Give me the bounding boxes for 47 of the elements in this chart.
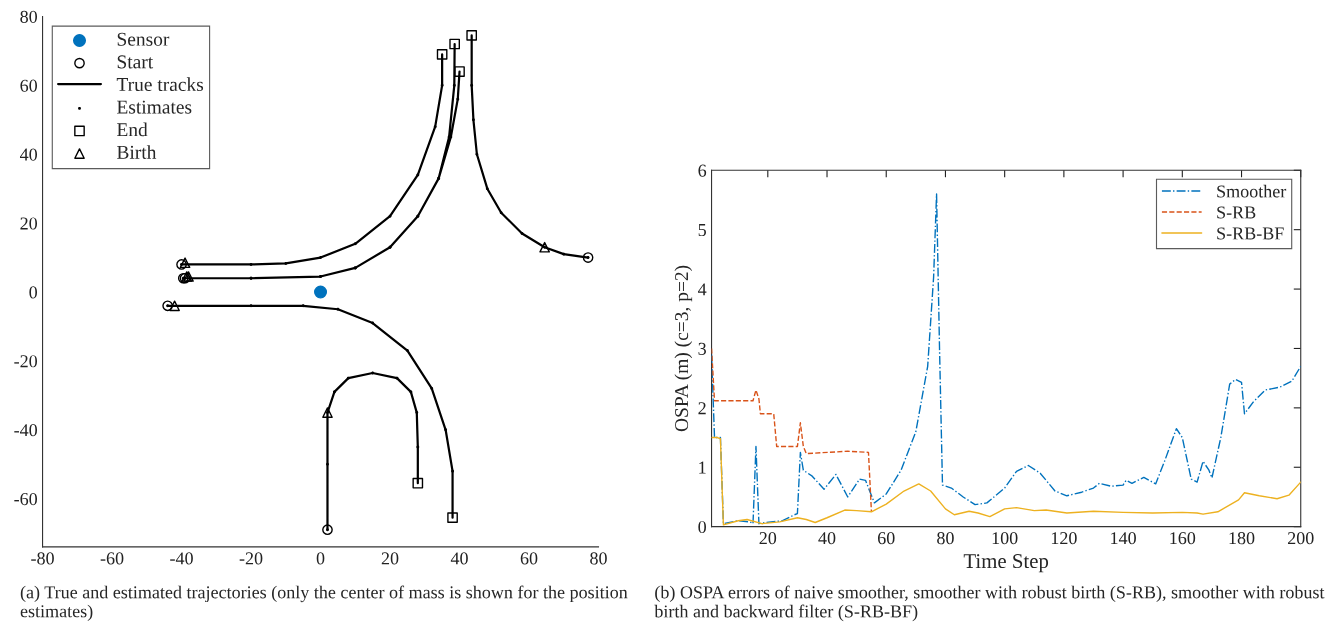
y-tick-label: 60 <box>20 79 38 92</box>
legend-label: Start <box>117 55 154 69</box>
y-tick-label: 40 <box>20 148 38 161</box>
text: (b) OSPA errors of naive smoother, smoother with robust birth (S-RB), smoother with robust birth and backward filter (S-RB-BF) <box>654 585 1325 622</box>
y-tick-label: -20 <box>14 355 38 368</box>
y-tick-label: 3 <box>698 342 706 355</box>
x-tick-label: 160 <box>1170 532 1196 545</box>
x-tick-label: 20 <box>381 552 399 565</box>
y-tick-label: -60 <box>14 492 38 506</box>
y-axis-title: OSPA (m) (c=3, p=2) <box>674 265 693 432</box>
x-tick-label: 140 <box>1111 532 1136 545</box>
x-tick-label: 40 <box>818 532 836 545</box>
x-tick-label: 20 <box>759 532 777 545</box>
legend-label: Sensor <box>117 32 170 46</box>
legend-label: Estimates <box>117 100 192 114</box>
y-tick-label: 20 <box>20 217 38 230</box>
y-tick-label: -40 <box>14 424 38 437</box>
y-tick-label: 4 <box>698 283 707 296</box>
legend-label: S-RB-BF <box>1217 227 1284 240</box>
x-tick-label: 60 <box>877 532 895 545</box>
legend-label: S-RB <box>1217 206 1256 219</box>
y-tick-label: 5 <box>698 224 706 237</box>
x-tick-label: 60 <box>520 552 538 565</box>
y-tick-label: 2 <box>698 402 706 415</box>
x-tick-label: -60 <box>100 552 124 565</box>
y-tick-label: 6 <box>698 164 707 177</box>
y-tick-label: 1 <box>699 461 706 474</box>
text: (a) True and estimated trajectories (only the center of mass is shown for the position estimates) <box>20 585 628 622</box>
x-tick-label: 0 <box>316 552 325 565</box>
legend-label: End <box>117 122 148 137</box>
x-tick-label: 180 <box>1229 532 1255 545</box>
x-tick-label: 100 <box>992 532 1018 545</box>
x-tick-label: -80 <box>31 552 54 565</box>
x-tick-label: 80 <box>590 552 607 565</box>
x-axis-title: Time Step <box>963 554 1049 573</box>
x-tick-label: -40 <box>170 552 193 565</box>
legend-label: Birth <box>117 145 157 159</box>
legend-label: True tracks <box>116 77 204 92</box>
x-tick-label: 40 <box>450 552 468 565</box>
x-tick-label: 80 <box>937 532 954 545</box>
x-tick-label: -20 <box>239 552 263 565</box>
y-tick-label: 0 <box>29 286 38 299</box>
y-tick-label: 80 <box>20 10 38 23</box>
legend-label: Smoother <box>1217 184 1287 198</box>
x-tick-label: 120 <box>1051 532 1077 545</box>
x-tick-label: 200 <box>1287 532 1314 545</box>
y-tick-label: 0 <box>698 520 706 534</box>
